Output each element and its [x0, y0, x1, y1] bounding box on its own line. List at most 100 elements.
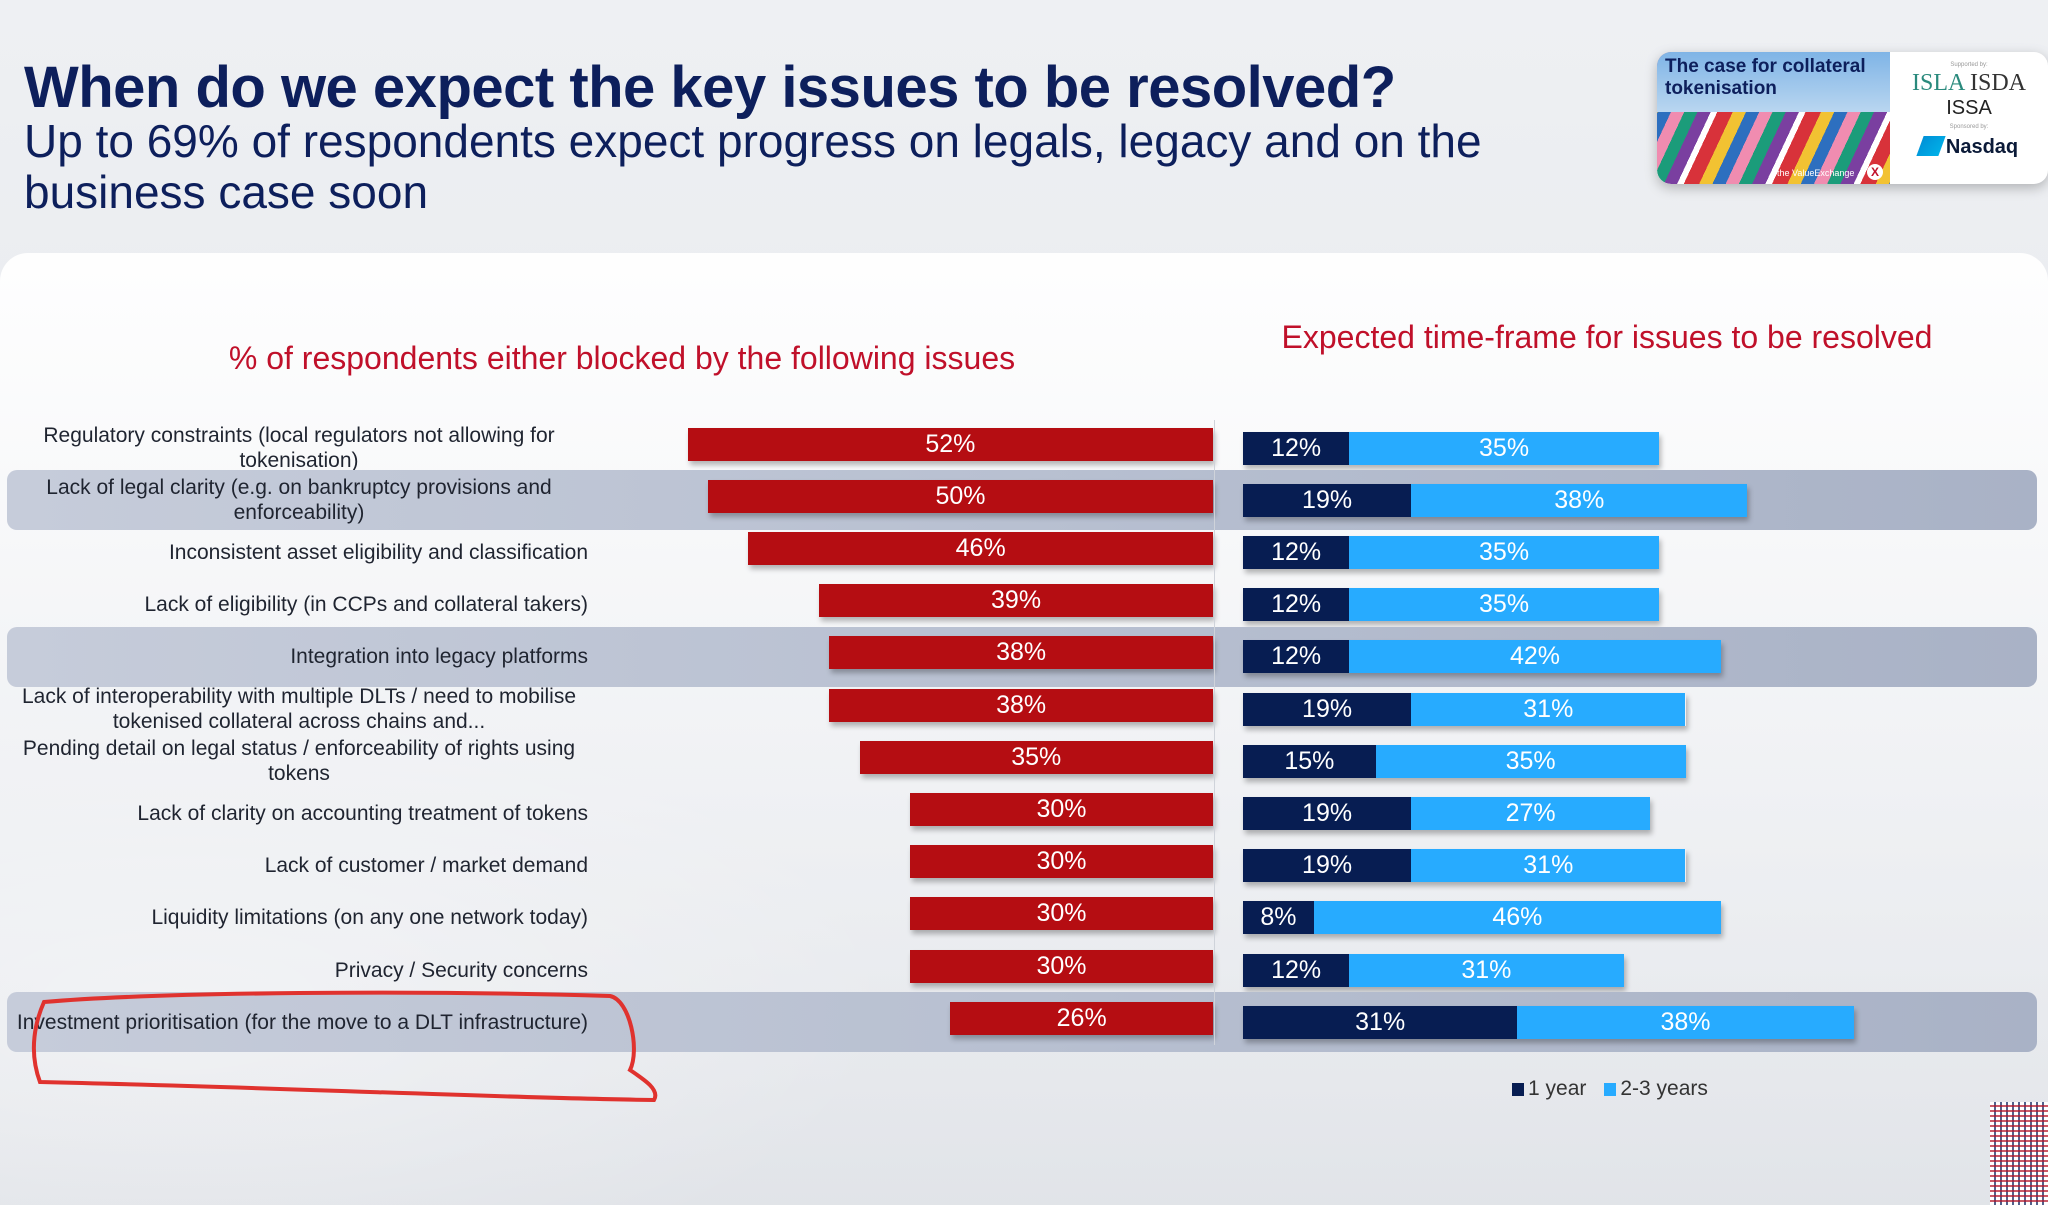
category-label: Inconsistent asset eligibility and class… [10, 524, 588, 580]
two-three-years-segment: 31% [1349, 953, 1624, 987]
one-year-label: 19% [1302, 851, 1353, 880]
report-cover-title: The case for collateral tokenisation [1665, 56, 1866, 99]
timeframe-stacked-bar: 12% 42% [1243, 640, 1721, 674]
one-year-label: 19% [1302, 485, 1353, 514]
category-label: Lack of eligibility (in CCPs and collate… [10, 577, 588, 633]
two-three-years-label: 35% [1479, 433, 1530, 462]
category-label-text: Investment prioritisation (for the move … [16, 1010, 588, 1034]
one-year-segment: 12% [1243, 431, 1350, 465]
category-label-text: Lack of eligibility (in CCPs and collate… [144, 593, 588, 617]
valueexchange-logo-icon: X [1867, 164, 1883, 180]
legend-swatch-1-year [1512, 1082, 1524, 1096]
one-year-segment: 12% [1243, 535, 1350, 569]
sponsored-by-label: Sponsored by: [1949, 124, 1989, 130]
category-label-text: Inconsistent asset eligibility and class… [168, 540, 588, 564]
one-year-segment: 15% [1243, 744, 1376, 778]
one-year-segment: 8% [1243, 901, 1314, 935]
two-three-years-segment: 42% [1349, 640, 1721, 674]
one-year-label: 31% [1355, 1007, 1406, 1036]
blocked-bar: 46% [748, 531, 1213, 565]
category-label-text: Lack of interoperability with multiple D… [21, 685, 577, 733]
one-year-label: 8% [1260, 903, 1297, 932]
sponsor-name: Nasdaq [1945, 136, 2019, 158]
page-title: When do we expect the key issues to be r… [24, 55, 1396, 120]
blocked-bar: 38% [829, 636, 1213, 670]
two-three-years-label: 38% [1554, 485, 1605, 514]
timeframe-stacked-bar: 19% 31% [1243, 849, 1686, 883]
one-year-segment: 12% [1243, 640, 1350, 674]
blocked-bar: 30% [910, 949, 1213, 983]
report-thumbnail[interactable]: The case for collateral tokenisation the… [1657, 52, 2048, 184]
two-three-years-segment: 35% [1375, 744, 1686, 778]
blocked-bar: 52% [687, 427, 1213, 461]
page-subtitle: Up to 69% of respondents expect progress… [24, 115, 1482, 218]
one-year-segment: 31% [1243, 1005, 1518, 1039]
two-three-years-segment: 35% [1349, 588, 1659, 622]
legend-swatch-2-3-years [1604, 1082, 1617, 1096]
timeframe-stacked-bar: 19% 27% [1243, 796, 1651, 830]
category-label: Investment prioritisation (for the move … [10, 994, 588, 1050]
two-three-years-segment: 31% [1411, 692, 1686, 726]
blocked-bar-label: 35% [1011, 742, 1062, 771]
two-three-years-label: 35% [1505, 746, 1556, 775]
blocked-bar: 30% [910, 897, 1213, 931]
two-three-years-label: 46% [1492, 903, 1543, 932]
supporter-logos: ISLA ISDA [1890, 70, 2048, 97]
category-label-text: Privacy / Security concerns [334, 958, 588, 982]
category-label: Integration into legacy platforms [10, 629, 588, 685]
blocked-bar-label: 30% [1036, 847, 1087, 876]
one-year-segment: 19% [1243, 849, 1412, 883]
legend-item-1-year: 1 year [1512, 1077, 1586, 1101]
one-year-label: 12% [1271, 955, 1322, 984]
category-label: Privacy / Security concerns [10, 942, 588, 998]
timeframe-stacked-bar: 12% 35% [1243, 535, 1659, 569]
two-three-years-segment: 35% [1349, 535, 1659, 569]
two-three-years-label: 35% [1479, 590, 1530, 619]
report-cover-image: The case for collateral tokenisation the… [1657, 52, 1890, 184]
category-label-text: Lack of clarity on accounting treatment … [137, 801, 588, 825]
blocked-bar: 26% [950, 1001, 1213, 1035]
one-year-label: 12% [1271, 642, 1322, 671]
timeframe-stacked-bar: 12% 31% [1243, 953, 1624, 987]
timeframe-stacked-bar: 31% 38% [1243, 1005, 1854, 1039]
two-three-years-label: 31% [1461, 955, 1512, 984]
timeframe-stacked-bar: 8% 46% [1243, 901, 1721, 935]
supported-by-label: Supported by: [1950, 62, 1988, 68]
brand-name: the ValueExchange [1777, 168, 1855, 178]
legend-item-2-3-years: 2-3 years [1604, 1077, 1708, 1101]
qr-code[interactable] [1990, 1102, 2048, 1205]
isda-logo: ISDA [1970, 70, 2027, 96]
timeframe-stacked-bar: 19% 31% [1243, 692, 1686, 726]
blocked-bar: 50% [708, 479, 1213, 513]
blocked-bar-label: 38% [996, 638, 1047, 667]
one-year-segment: 12% [1243, 953, 1350, 987]
one-year-label: 19% [1302, 798, 1353, 827]
category-label: Pending detail on legal status / enforce… [10, 733, 588, 789]
category-label: Regulatory constraints (local regulators… [10, 420, 588, 476]
legend-label: 2-3 years [1620, 1077, 1708, 1100]
two-three-years-label: 35% [1479, 537, 1530, 566]
category-label-text: Pending detail on legal status / enforce… [22, 737, 576, 786]
category-label-text: Integration into legacy platforms [290, 645, 588, 669]
blocked-bar-label: 39% [991, 586, 1042, 615]
cover-sky [1657, 52, 1890, 112]
one-year-label: 19% [1302, 694, 1353, 723]
one-year-label: 12% [1271, 433, 1322, 462]
category-label-text: Liquidity limitations (on any one networ… [151, 906, 588, 930]
two-three-years-label: 31% [1523, 851, 1574, 880]
blocked-bar-label: 30% [1036, 899, 1087, 928]
two-three-years-label: 42% [1510, 642, 1561, 671]
one-year-label: 12% [1271, 590, 1322, 619]
one-year-segment: 19% [1243, 796, 1412, 830]
two-three-years-label: 31% [1523, 694, 1574, 723]
supporters-block: Supported by: ISLA ISDA ISSA Sponsored b… [1890, 52, 2048, 184]
timeframe-stacked-bar: 12% 35% [1243, 431, 1659, 465]
category-label-text: Lack of customer / market demand [264, 854, 588, 878]
two-three-years-segment: 35% [1349, 431, 1659, 465]
right-chart-title: Expected time-frame for issues to be res… [1281, 319, 1933, 355]
blocked-bar-label: 38% [996, 690, 1047, 719]
two-three-years-segment: 38% [1517, 1005, 1854, 1039]
category-label-text: Regulatory constraints (local regulators… [43, 424, 555, 472]
blocked-bar-label: 52% [925, 429, 976, 458]
center-axis-line [1214, 420, 1215, 1045]
